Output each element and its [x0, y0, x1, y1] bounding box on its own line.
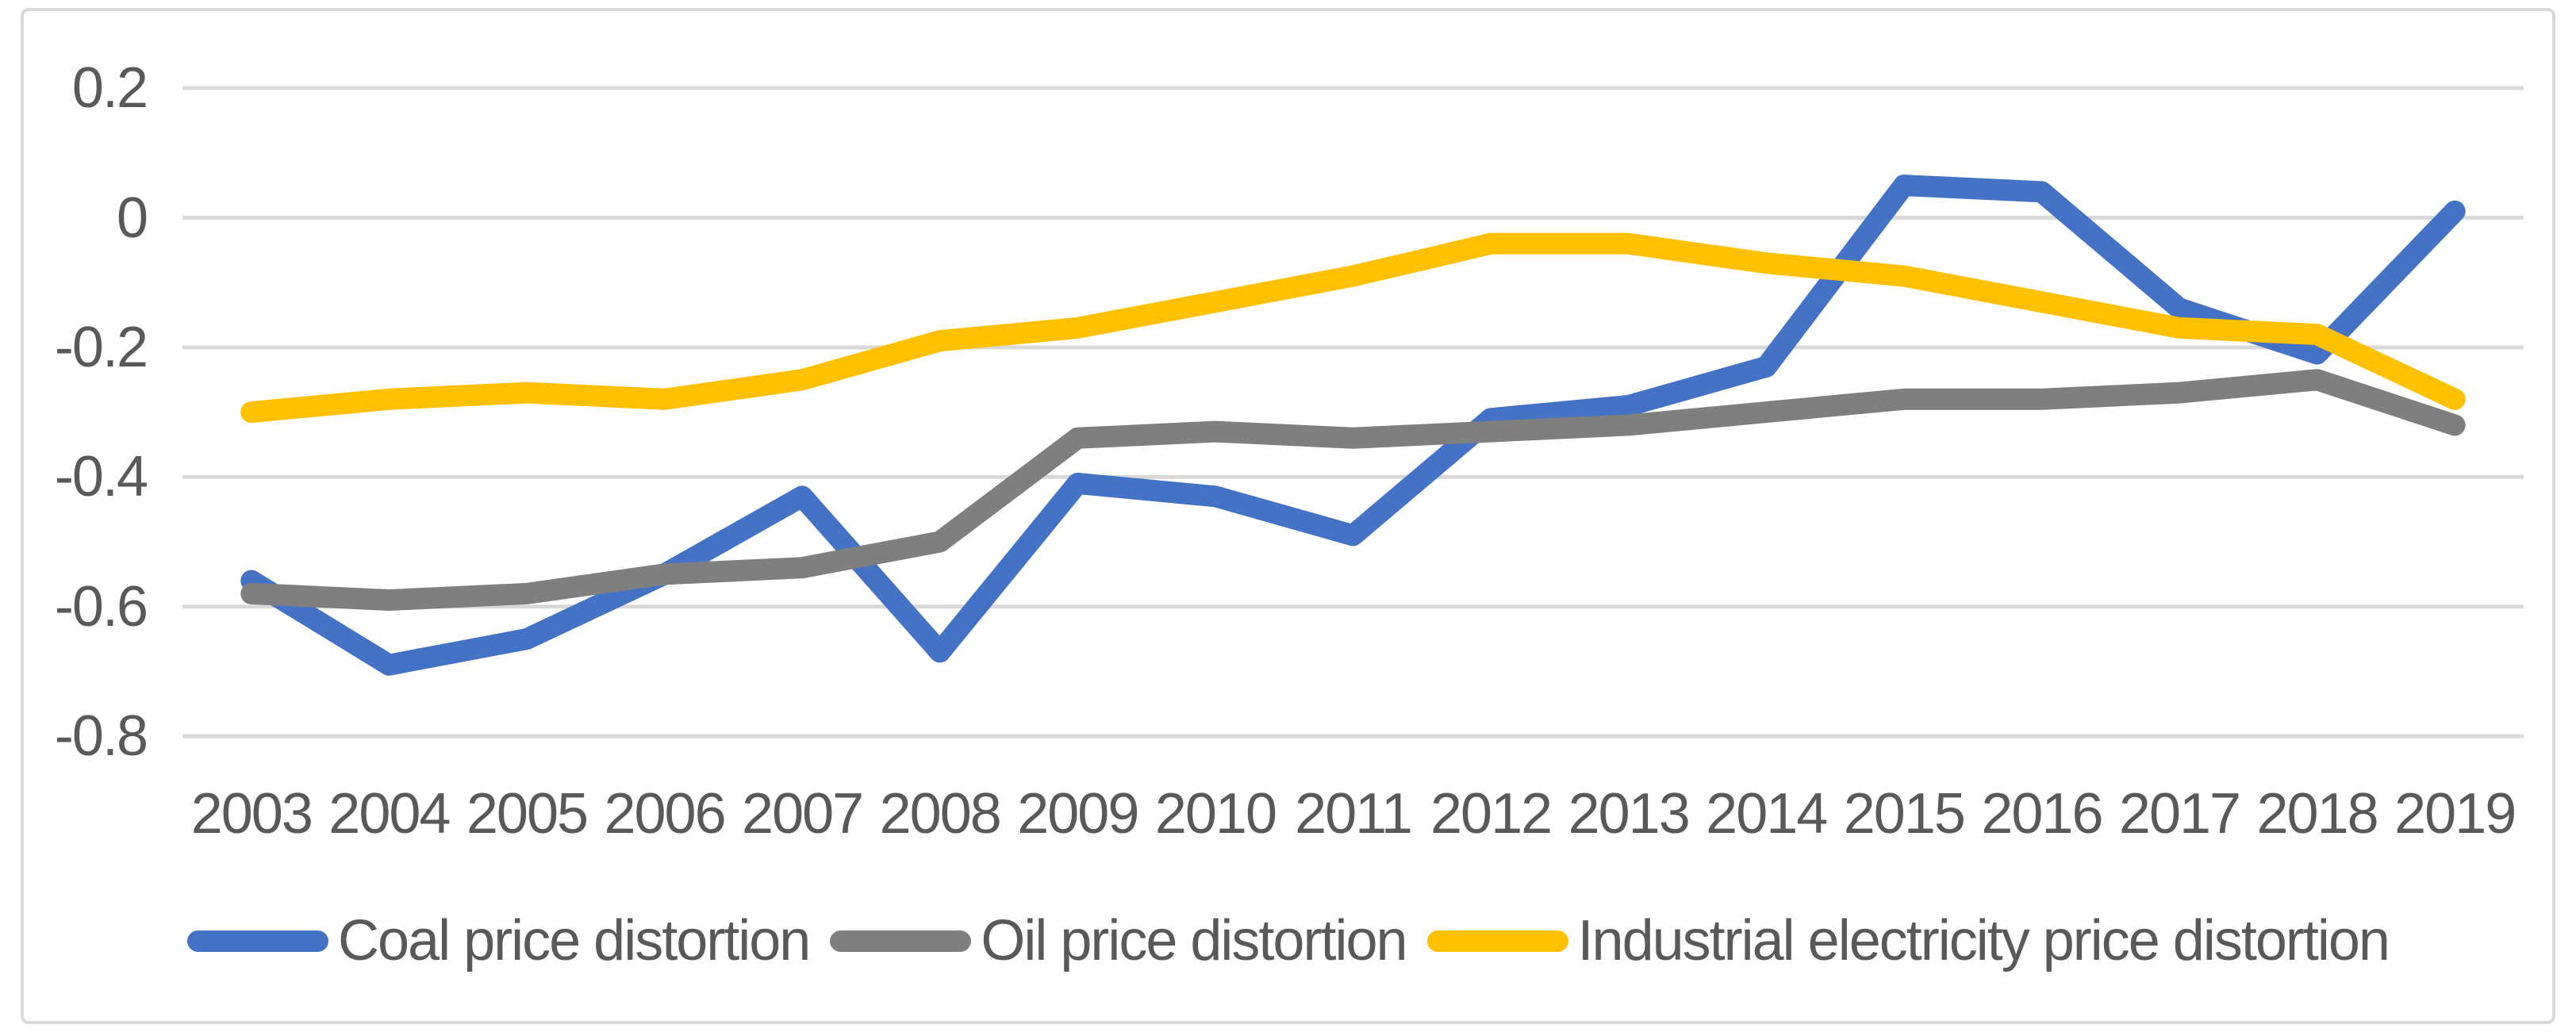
x-axis-tick-label: 2004	[328, 782, 451, 846]
y-axis-tick-label: 0	[116, 186, 148, 250]
x-axis-tick-label: 2007	[742, 782, 864, 846]
x-axis-tick-label: 2014	[1706, 782, 1828, 846]
x-axis-tick-label: 2011	[1295, 782, 1413, 846]
x-axis-tick-label: 2009	[1017, 782, 1139, 846]
legend-item: Industrial electricity price distortion	[1426, 908, 2390, 973]
x-axis-tick-label: 2006	[604, 782, 726, 846]
x-axis-tick-label: 2013	[1568, 782, 1691, 846]
legend-label: Coal price distortion	[338, 909, 811, 973]
legend-label: Industrial electricity price distortion	[1577, 909, 2390, 973]
x-axis-tick-label: 2016	[1981, 782, 2103, 846]
series-line-oil-price-distortion	[240, 369, 2466, 612]
y-axis-tick-label: -0.4	[54, 445, 148, 509]
series-line-industrial-electricity-price-distortion	[240, 232, 2466, 424]
legend-item: Coal price distortion	[187, 908, 811, 973]
y-axis-tick-label: 0.2	[71, 56, 148, 121]
x-axis-tick-label: 2017	[2118, 782, 2241, 846]
y-axis-tick-label: -0.2	[54, 315, 148, 379]
y-axis-tick-label: -0.6	[54, 574, 148, 639]
x-axis-tick-label: 2012	[1430, 782, 1553, 846]
legend-swatch-icon	[187, 930, 329, 952]
series-line-coal-price-distortion	[240, 175, 2466, 676]
y-axis-tick-label: -0.8	[54, 704, 148, 769]
legend-item: Oil price distortion	[830, 908, 1408, 973]
x-axis-tick-label: 2003	[190, 782, 313, 846]
legend-label: Oil price distortion	[981, 909, 1407, 973]
x-axis-tick-label: 2015	[1843, 782, 1966, 846]
x-axis-tick-label: 2005	[466, 782, 589, 846]
legend-swatch-icon	[830, 930, 972, 952]
legend: Coal price distortion Oil price distortio…	[0, 903, 2576, 979]
x-axis-tick-label: 2008	[879, 782, 1002, 846]
legend-swatch-icon	[1426, 930, 1568, 952]
x-axis-tick-label: 2018	[2256, 782, 2379, 846]
x-axis-tick-label: 2019	[2394, 782, 2516, 846]
x-axis-tick-label: 2010	[1154, 782, 1277, 846]
